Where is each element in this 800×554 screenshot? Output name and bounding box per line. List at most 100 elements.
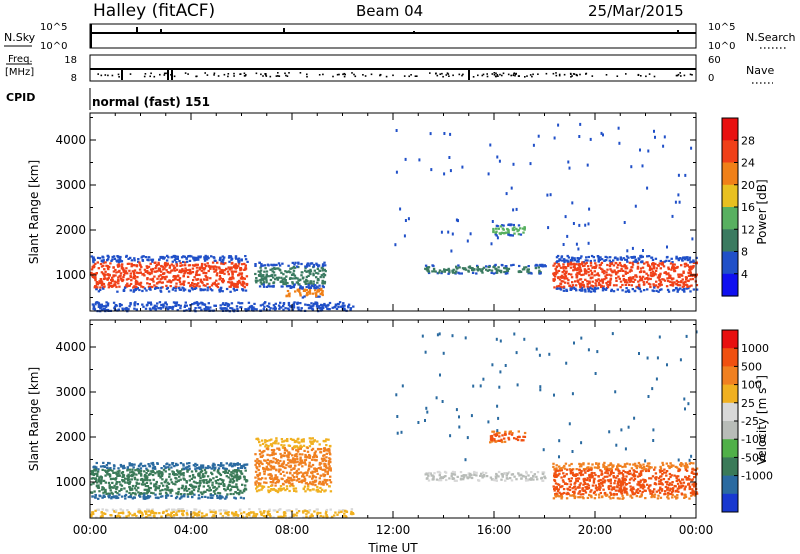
data-cell <box>295 479 299 482</box>
data-cell <box>182 274 185 277</box>
data-cell <box>168 475 171 478</box>
data-cell <box>641 261 644 264</box>
data-cell <box>670 268 673 271</box>
data-cell <box>464 474 468 477</box>
data-cell <box>149 268 153 271</box>
data-cell <box>157 472 160 475</box>
data-cell <box>242 489 246 492</box>
data-cell <box>262 274 265 277</box>
data-cell <box>240 465 243 468</box>
data-cell <box>138 263 142 266</box>
data-cell <box>540 476 544 479</box>
data-cell <box>439 477 442 480</box>
data-cell <box>207 481 210 484</box>
data-cell <box>185 309 188 312</box>
data-cell <box>308 264 311 267</box>
data-cell <box>238 491 241 494</box>
data-cell <box>287 264 290 267</box>
data-cell <box>635 489 638 492</box>
data-cell <box>522 475 525 478</box>
data-cell <box>572 286 576 289</box>
data-cell <box>685 276 688 279</box>
data-cell <box>203 469 207 472</box>
data-cell <box>614 256 617 259</box>
data-cell <box>301 271 304 274</box>
nave-dot <box>277 75 279 77</box>
data-cell <box>527 271 531 274</box>
data-cell <box>154 493 157 496</box>
data-cell <box>581 488 584 491</box>
data-cell <box>301 296 305 299</box>
data-cell <box>572 269 575 272</box>
data-cell <box>216 272 219 275</box>
data-cell <box>260 461 263 464</box>
data-cell <box>470 474 473 477</box>
data-cell <box>633 278 637 281</box>
nave-dot <box>322 73 324 76</box>
data-cell <box>586 285 589 288</box>
data-cell <box>518 474 521 477</box>
data-cell <box>672 289 676 292</box>
data-cell <box>185 480 188 483</box>
data-cell <box>219 271 222 274</box>
data-cell <box>303 295 306 298</box>
data-cell <box>641 469 644 472</box>
data-cell <box>596 486 599 489</box>
data-cell <box>269 460 272 463</box>
data-cell <box>624 489 627 492</box>
data-cell <box>626 271 629 274</box>
data-cell <box>126 272 129 275</box>
data-cell <box>195 283 199 286</box>
data-cell <box>691 468 694 471</box>
data-cell <box>675 282 679 285</box>
data-cell <box>317 482 321 485</box>
data-cell <box>678 284 682 287</box>
data-cell <box>206 481 209 484</box>
data-cell <box>493 433 496 436</box>
data-cell <box>175 287 178 290</box>
data-cell <box>180 487 184 490</box>
data-cell <box>132 289 136 292</box>
nave-label: Nave <box>746 64 774 77</box>
data-cell <box>131 468 134 471</box>
data-cell <box>152 478 155 481</box>
data-cell <box>311 483 315 486</box>
data-cell <box>100 488 104 491</box>
data-cell <box>240 275 244 278</box>
data-cell <box>659 496 663 499</box>
data-cell <box>293 471 296 475</box>
data-cell <box>674 495 677 498</box>
sparse-echo <box>449 169 452 173</box>
data-cell <box>120 484 124 487</box>
nave-dot <box>446 72 449 74</box>
data-cell <box>634 258 638 261</box>
data-cell <box>209 489 212 492</box>
data-cell <box>153 485 156 488</box>
data-cell <box>142 495 146 498</box>
data-cell <box>687 287 690 290</box>
data-cell <box>435 478 439 481</box>
data-cell <box>475 474 478 477</box>
data-cell <box>661 469 664 473</box>
data-cell <box>92 272 96 276</box>
data-cell <box>102 491 105 494</box>
data-cell <box>293 464 297 467</box>
data-cell <box>659 259 662 263</box>
data-cell <box>492 272 496 275</box>
data-cell <box>304 471 307 474</box>
data-cell <box>115 271 118 274</box>
nave-dot <box>187 73 189 75</box>
data-cell <box>143 464 147 467</box>
data-cell <box>179 262 182 265</box>
data-cell <box>294 487 298 490</box>
data-cell <box>497 475 500 478</box>
data-cell <box>284 489 287 492</box>
data-cell <box>562 269 566 272</box>
data-cell <box>652 283 655 286</box>
data-cell <box>236 307 239 310</box>
data-cell <box>322 276 325 279</box>
data-cell <box>274 278 277 281</box>
data-cell <box>269 481 272 484</box>
data-cell <box>484 471 488 475</box>
